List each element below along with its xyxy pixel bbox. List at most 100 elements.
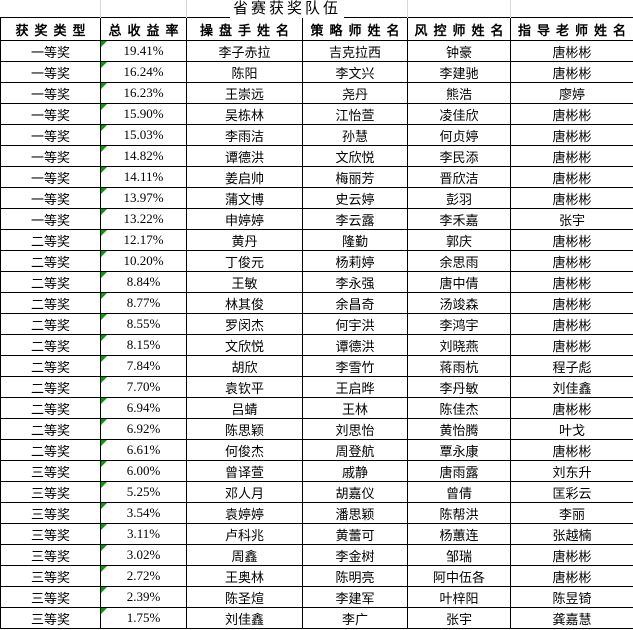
cell[interactable]: 李金树: [302, 544, 408, 566]
cell[interactable]: 曾倩: [407, 481, 511, 503]
cell[interactable]: 一等奖: [0, 166, 101, 188]
column-header[interactable]: 策略师姓名: [302, 17, 408, 41]
cell[interactable]: 王林: [302, 397, 408, 419]
cell[interactable]: 蒋雨杭: [407, 355, 511, 377]
cell[interactable]: 李鸿宇: [407, 313, 511, 335]
cell[interactable]: 李建军: [302, 586, 408, 608]
cell[interactable]: 一等奖: [0, 40, 101, 62]
cell[interactable]: 6.00%: [100, 460, 187, 482]
cell[interactable]: 廖婷: [510, 82, 633, 104]
cell[interactable]: 一等奖: [0, 187, 101, 209]
cell[interactable]: 15.03%: [100, 124, 187, 146]
cell[interactable]: 凌佳欣: [407, 103, 511, 125]
cell[interactable]: 唐彬彬: [510, 250, 633, 272]
cell[interactable]: 8.15%: [100, 334, 187, 356]
cell[interactable]: 三等奖: [0, 481, 101, 503]
cell[interactable]: 彭羽: [407, 187, 511, 209]
cell[interactable]: 李永强: [302, 271, 408, 293]
cell[interactable]: 6.61%: [100, 439, 187, 461]
cell[interactable]: 唐彬彬: [510, 313, 633, 335]
column-header[interactable]: 操盘手姓名: [186, 17, 303, 41]
cell[interactable]: 8.55%: [100, 313, 187, 335]
cell[interactable]: 黄怡腾: [407, 418, 511, 440]
cell[interactable]: 唐彬彬: [510, 397, 633, 419]
cell[interactable]: 唐彬彬: [510, 292, 633, 314]
cell[interactable]: 13.22%: [100, 208, 187, 230]
cell[interactable]: 3.02%: [100, 544, 187, 566]
cell[interactable]: 14.11%: [100, 166, 187, 188]
cell[interactable]: 刘佳鑫: [510, 376, 633, 398]
cell[interactable]: 三等奖: [0, 523, 101, 545]
cell[interactable]: 江怡萱: [302, 103, 408, 125]
cell[interactable]: 陈明亮: [302, 565, 408, 587]
cell[interactable]: 覃永康: [407, 439, 511, 461]
cell[interactable]: 14.82%: [100, 145, 187, 167]
cell[interactable]: 二等奖: [0, 313, 101, 335]
cell[interactable]: 3.11%: [100, 523, 187, 545]
cell[interactable]: 程子彪: [510, 355, 633, 377]
cell[interactable]: 李建驰: [407, 61, 511, 83]
cell[interactable]: 陈圣煊: [186, 586, 303, 608]
cell[interactable]: 张宇: [407, 607, 511, 629]
cell[interactable]: 刘思怡: [302, 418, 408, 440]
column-header[interactable]: 风控师姓名: [407, 17, 511, 41]
cell[interactable]: 吉克拉西: [302, 40, 408, 62]
cell[interactable]: 周鑫: [186, 544, 303, 566]
cell[interactable]: 吴栋林: [186, 103, 303, 125]
cell[interactable]: 王奥林: [186, 565, 303, 587]
cell[interactable]: 龚嘉慧: [510, 607, 633, 629]
cell[interactable]: 黄丹: [186, 229, 303, 251]
cell[interactable]: 陈佳杰: [407, 397, 511, 419]
cell[interactable]: 三等奖: [0, 586, 101, 608]
cell[interactable]: 汤竣森: [407, 292, 511, 314]
cell[interactable]: 胡欣: [186, 355, 303, 377]
cell[interactable]: 二等奖: [0, 250, 101, 272]
cell[interactable]: 15.90%: [100, 103, 187, 125]
cell[interactable]: 一等奖: [0, 103, 101, 125]
cell[interactable]: 陈帮洪: [407, 502, 511, 524]
cell[interactable]: 林其俊: [186, 292, 303, 314]
cell[interactable]: 李丹敏: [407, 376, 511, 398]
cell[interactable]: 二等奖: [0, 271, 101, 293]
cell[interactable]: 三等奖: [0, 502, 101, 524]
cell[interactable]: 王敏: [186, 271, 303, 293]
cell[interactable]: 谭德洪: [302, 334, 408, 356]
cell[interactable]: 二等奖: [0, 229, 101, 251]
cell[interactable]: 文欣悦: [186, 334, 303, 356]
cell[interactable]: 张越楠: [510, 523, 633, 545]
cell[interactable]: 杨蕙连: [407, 523, 511, 545]
cell[interactable]: 余思雨: [407, 250, 511, 272]
cell[interactable]: 三等奖: [0, 544, 101, 566]
cell[interactable]: 7.84%: [100, 355, 187, 377]
cell[interactable]: 袁钦平: [186, 376, 303, 398]
cell[interactable]: 王崇远: [186, 82, 303, 104]
cell[interactable]: 6.92%: [100, 418, 187, 440]
cell[interactable]: 晋欣洁: [407, 166, 511, 188]
cell[interactable]: 刘晓燕: [407, 334, 511, 356]
cell[interactable]: 陈思颖: [186, 418, 303, 440]
cell[interactable]: 梅丽芳: [302, 166, 408, 188]
cell[interactable]: 李子赤拉: [186, 40, 303, 62]
cell[interactable]: 唐彬彬: [510, 124, 633, 146]
cell[interactable]: 13.97%: [100, 187, 187, 209]
cell[interactable]: 匡彩云: [510, 481, 633, 503]
cell[interactable]: 一等奖: [0, 61, 101, 83]
cell[interactable]: 邹瑞: [407, 544, 511, 566]
sheet-title[interactable]: 省赛获奖队伍: [229, 0, 345, 18]
cell[interactable]: 刘佳鑫: [186, 607, 303, 629]
cell[interactable]: 熊浩: [407, 82, 511, 104]
cell[interactable]: 唐彬彬: [510, 187, 633, 209]
cell[interactable]: 唐彬彬: [510, 40, 633, 62]
cell[interactable]: 张宇: [510, 208, 633, 230]
cell[interactable]: 叶戈: [510, 418, 633, 440]
cell[interactable]: 5.25%: [100, 481, 187, 503]
cell[interactable]: 唐彬彬: [510, 145, 633, 167]
cell[interactable]: 吕蜻: [186, 397, 303, 419]
cell[interactable]: 黄蕾可: [302, 523, 408, 545]
cell[interactable]: 杨莉婷: [302, 250, 408, 272]
cell[interactable]: 8.77%: [100, 292, 187, 314]
cell[interactable]: 三等奖: [0, 565, 101, 587]
cell[interactable]: 2.39%: [100, 586, 187, 608]
cell[interactable]: 1.75%: [100, 607, 187, 629]
cell[interactable]: 李禾嘉: [407, 208, 511, 230]
